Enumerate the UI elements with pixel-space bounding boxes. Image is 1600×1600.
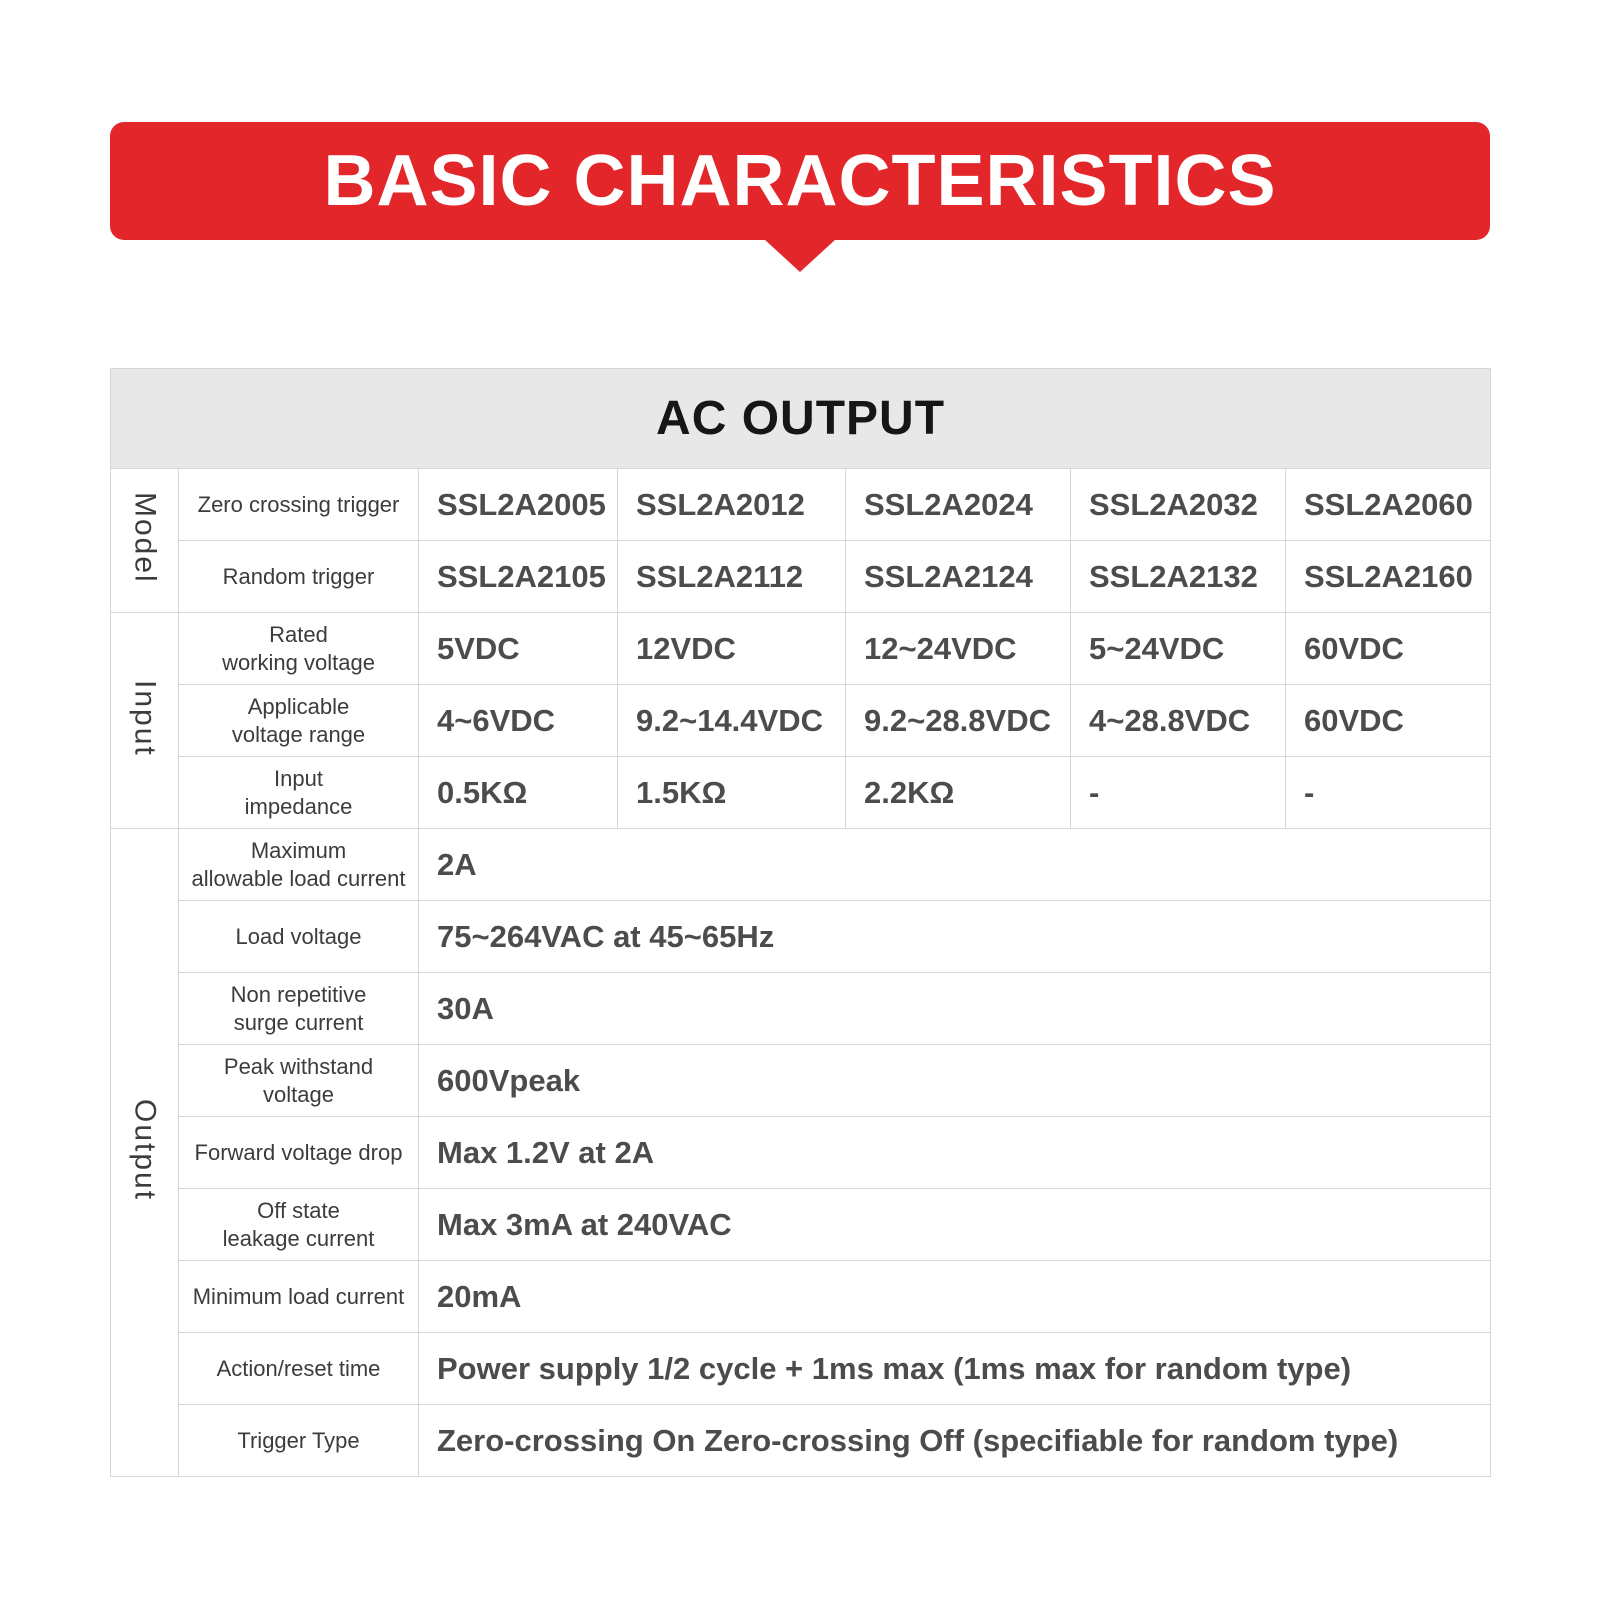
table-row: Model Zero crossing trigger SSL2A2005 SS… [110,468,1492,613]
row-label: Trigger Type [178,1404,419,1477]
value-cell: 60VDC [1284,684,1492,757]
value-cell: SSL2A2005 [418,468,618,541]
section-banner: BASIC CHARACTERISTICS [110,122,1490,240]
table-row: Action/reset time Power supply 1/2 cycle… [111,1332,1492,1405]
row-label: Zero crossing trigger [178,468,419,541]
value-cell: SSL2A2112 [617,540,846,613]
value-cell: 5~24VDC [1070,612,1286,685]
group-cell-input: Input [110,612,179,829]
table-row: Applicable voltage range 4~6VDC 9.2~14.4… [111,684,1492,757]
value-cell: Max 1.2V at 2A [417,1116,1492,1189]
value-cell: SSL2A2024 [845,468,1071,541]
value-cell: SSL2A2060 [1284,468,1492,541]
row-label: Random trigger [178,540,419,613]
row-label: Forward voltage drop [178,1116,419,1189]
value-cell: 75~264VAC at 45~65Hz [417,900,1492,973]
table-title: AC OUTPUT [109,368,1492,469]
spec-table: AC OUTPUT Model Zero crossing trigger SS… [109,368,1492,1477]
table-row: Off state leakage current Max 3mA at 240… [111,1188,1492,1261]
table-row: Output Maximum allowable load current 2A [110,828,1492,1477]
value-cell: 0.5KΩ [418,756,618,829]
row-label: Non repetitive surge current [178,972,419,1045]
row-label: Maximum allowable load current [178,828,419,901]
value-cell: SSL2A2032 [1070,468,1286,541]
value-cell: 30A [417,972,1492,1045]
row-label: Applicable voltage range [178,684,419,757]
row-label: Action/reset time [178,1332,419,1405]
group-cell-output: Output [110,828,179,1477]
value-cell: Zero-crossing On Zero-crossing Off (spec… [417,1404,1492,1477]
table-row: Input Rated working voltage 5VDC 12VDC 1… [110,612,1492,829]
value-cell: SSL2A2012 [617,468,846,541]
value-cell: - [1070,756,1286,829]
table-row: Input impedance 0.5KΩ 1.5KΩ 2.2KΩ - - [111,756,1492,829]
row-label: Off state leakage current [178,1188,419,1261]
row-label: Rated working voltage [178,612,419,685]
value-cell: 12~24VDC [845,612,1071,685]
value-cell: 60VDC [1284,612,1492,685]
value-cell: 12VDC [617,612,846,685]
table-row: Peak withstand voltage 600Vpeak [111,1044,1492,1117]
group-cell-model: Model [110,468,179,613]
row-label: Input impedance [178,756,419,829]
value-cell: Max 3mA at 240VAC [417,1188,1492,1261]
row-label: Load voltage [178,900,419,973]
value-cell: 1.5KΩ [617,756,846,829]
value-cell: SSL2A2132 [1070,540,1286,613]
group-label-input: Input [128,679,162,757]
row-label: Peak withstand voltage [178,1044,419,1117]
value-cell: 9.2~28.8VDC [845,684,1071,757]
value-cell: SSL2A2105 [418,540,618,613]
value-cell: - [1284,756,1492,829]
value-cell: 9.2~14.4VDC [617,684,846,757]
value-cell: 2.2KΩ [845,756,1071,829]
value-cell: SSL2A2124 [845,540,1071,613]
table-row: Forward voltage drop Max 1.2V at 2A [111,1116,1492,1189]
group-label-model: Model [128,492,162,584]
banner-title: BASIC CHARACTERISTICS [323,141,1277,221]
value-cell: 20mA [417,1260,1492,1333]
table-row: Trigger Type Zero-crossing On Zero-cross… [111,1404,1492,1477]
group-label-output: Output [128,1098,162,1202]
table-title-row: AC OUTPUT [109,368,1492,469]
value-cell: SSL2A2160 [1284,540,1492,613]
banner-pointer-arrow [764,239,836,272]
value-cell: 4~6VDC [418,684,618,757]
value-cell: 4~28.8VDC [1070,684,1286,757]
table-row: Random trigger SSL2A2105 SSL2A2112 SSL2A… [111,540,1492,613]
row-label: Minimum load current [178,1260,419,1333]
value-cell: 2A [417,828,1492,901]
value-cell: 600Vpeak [417,1044,1492,1117]
table-row: Minimum load current 20mA [111,1260,1492,1333]
value-cell: 5VDC [418,612,618,685]
table-row: Load voltage 75~264VAC at 45~65Hz [111,900,1492,973]
value-cell: Power supply 1/2 cycle + 1ms max (1ms ma… [417,1332,1492,1405]
table-row: Non repetitive surge current 30A [111,972,1492,1045]
